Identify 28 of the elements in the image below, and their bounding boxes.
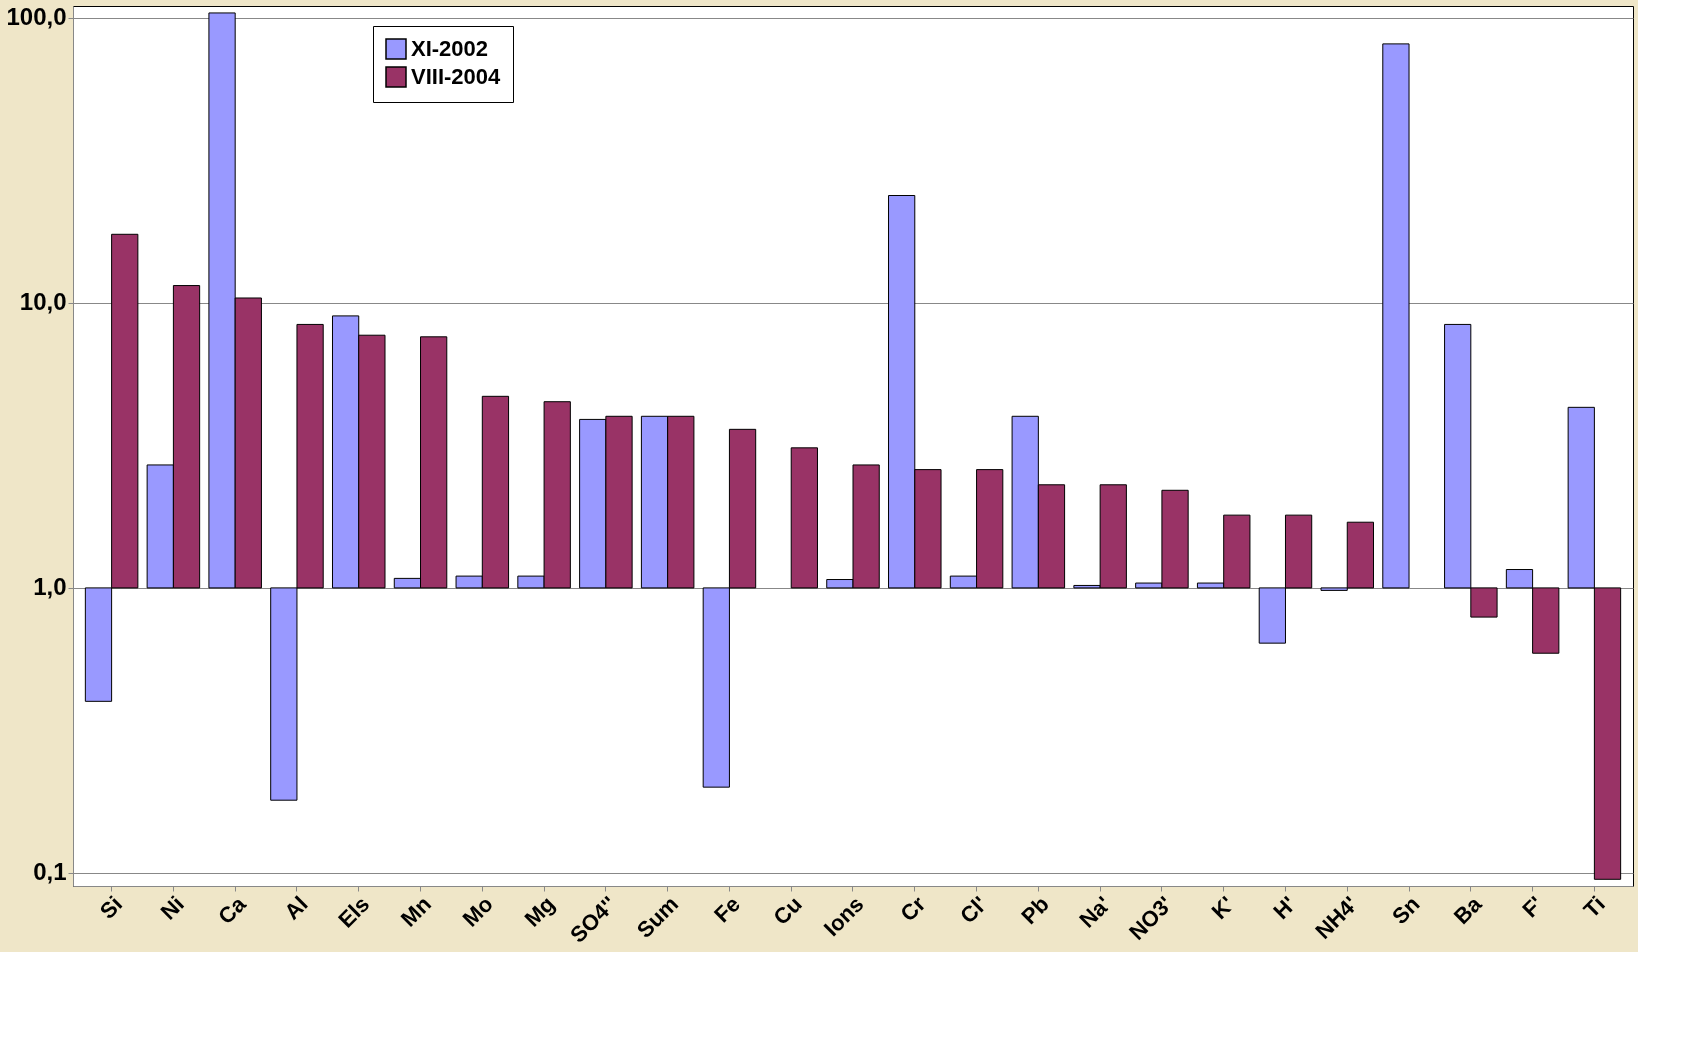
x-tick-label: Mo — [457, 891, 498, 932]
x-tick-label: Na' — [1074, 891, 1116, 933]
x-tick-label: F' — [1517, 891, 1549, 923]
x-tick-label: Ca — [213, 890, 252, 929]
bar — [1382, 43, 1410, 589]
y-tick-label: 1,0 — [33, 573, 67, 601]
y-tick-label: 10,0 — [19, 288, 67, 316]
x-tick-label: Si — [94, 891, 128, 924]
x-tick-label: K' — [1206, 891, 1240, 924]
x-tick-label: Cu — [768, 891, 807, 930]
x-tick-label: Cr — [895, 891, 931, 927]
bar — [790, 447, 818, 589]
x-tick-label: Mg — [519, 891, 560, 932]
x-tick-label: Fe — [709, 891, 745, 928]
y-tick-label: 100,0 — [6, 3, 67, 31]
x-tick-label: Sn — [1387, 891, 1425, 929]
x-tick-label: Ba — [1448, 890, 1487, 929]
x-tick-label: Pb — [1016, 891, 1054, 929]
x-tick-label: Ni — [155, 891, 189, 925]
x-tick-label: Els — [333, 891, 375, 933]
x-tick-label: Mn — [395, 891, 437, 932]
x-tick-label: Al — [279, 891, 313, 925]
y-tick-label: 0,1 — [33, 858, 67, 886]
legend-label: XI-2002 — [411, 36, 489, 61]
x-tick-label: Cl' — [955, 891, 993, 929]
x-tick-label: Ti — [1578, 891, 1610, 923]
x-tick-label: H' — [1268, 891, 1302, 924]
legend-label: VIII-2004 — [411, 64, 502, 89]
